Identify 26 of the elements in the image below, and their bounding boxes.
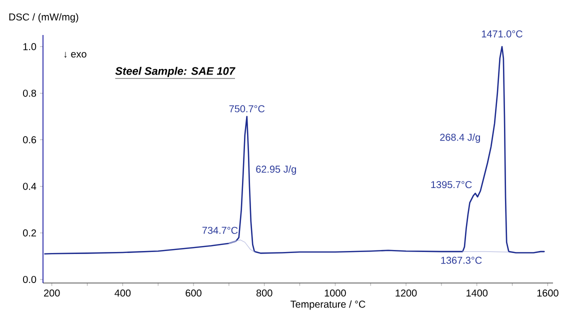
x-tick-label: 600 [186,290,202,297]
y-tick-label: 0.2 [23,229,36,236]
x-tick-label: 1000 [324,290,346,297]
x-axis-title: Temperature / °C [290,300,366,310]
annotation: 734.7°C [202,226,238,234]
annotation: 268.4 J/g [440,134,480,143]
y-tick-label: 0.0 [23,276,36,284]
y-tick-label: 0.6 [23,136,36,144]
line-series [44,46,545,255]
y-axis-title: DSC / (mW/mg) [9,13,78,22]
annotation: 1395.7°C [431,181,472,188]
x-tick-label: 1400 [466,290,488,297]
y-tick-label: 1.0 [23,43,36,50]
annotation: ↓ exo [64,52,86,58]
x-tick-label: 200 [44,290,60,297]
y-tick-label: 0.4 [23,182,36,190]
x-tick-label: 400 [114,290,131,297]
x-tick-label: 1600 [537,290,558,297]
x-tick-label: 800 [256,290,272,297]
text: Steel Sample: SAE 107 [115,66,236,78]
y-tick-label: 0.8 [23,90,36,97]
x-tick-label: 1200 [396,290,417,297]
annotation: 1471.0°C [482,30,522,38]
annotation: 750.7°C [229,105,265,112]
annotation: 1367.3°C [441,256,482,264]
annotation: 62.95 J/g [256,165,296,175]
